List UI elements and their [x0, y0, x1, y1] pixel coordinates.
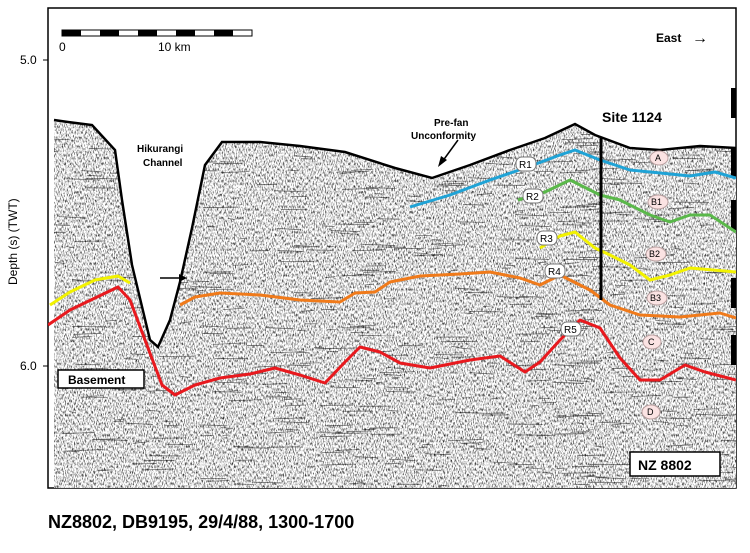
line-id-label: NZ 8802: [638, 457, 692, 473]
seafloor-line: [53, 118, 736, 350]
horizon-r1-cyan: [409, 148, 736, 209]
horizon-yellow-west: [49, 274, 131, 307]
scale-zero-label: 0: [59, 40, 66, 54]
unconformity-label-line1: Pre-fan: [434, 118, 468, 129]
y-axis-label: Depth (s) (TWT): [6, 198, 20, 285]
unconformity-arrowhead: [438, 156, 447, 167]
scale-bar: 0 10 km: [59, 29, 253, 54]
channel-label-line1: Hikurangi: [137, 144, 183, 155]
direction-arrow-icon: →: [692, 30, 708, 47]
unit-label: B2: [649, 249, 660, 259]
unconformity-arrow: [441, 139, 459, 163]
reflector-label: R5: [564, 325, 577, 336]
right-edge-ticks: [731, 88, 736, 365]
unit-labels: A B1 B2 B3 C D: [641, 150, 669, 420]
horizon-r5-red: [48, 285, 736, 397]
basement-label: Basement: [68, 373, 125, 387]
reflector-labels: R1 R2 R3 R4 R5: [515, 156, 582, 337]
reflector-label: R3: [540, 234, 553, 245]
site-label: Site 1124: [602, 109, 662, 125]
unconformity-label-line2: Unconformity: [411, 131, 476, 142]
reflector-horizons: [48, 148, 736, 397]
channel-label-line2: Channel: [143, 158, 183, 169]
direction-label: East: [656, 31, 681, 45]
unit-label: A: [655, 153, 661, 163]
horizon-r2-green: [517, 178, 736, 234]
reflector-label: R1: [519, 160, 532, 171]
unit-label: D: [647, 407, 654, 417]
horizon-r3-yellow: [539, 230, 736, 282]
basement-label-box: [57, 369, 145, 389]
scale-end-label: 10 km: [158, 40, 191, 54]
reflector-label: R4: [548, 267, 561, 278]
unit-label: B3: [650, 293, 661, 303]
horizon-r4-orange: [179, 270, 736, 320]
y-tick-label: 6.0: [20, 359, 37, 373]
unit-label: C: [648, 337, 655, 347]
y-tick-label: 5.0: [20, 53, 37, 67]
figure-caption: NZ8802, DB9195, 29/4/88, 1300-1700: [48, 512, 355, 532]
y-axis: 5.0 6.0 Depth (s) (TWT): [6, 53, 48, 373]
reflector-label: R2: [526, 192, 539, 203]
channel-arrowhead: [179, 274, 187, 282]
line-id-box: [629, 451, 721, 477]
unit-label: B1: [651, 197, 662, 207]
